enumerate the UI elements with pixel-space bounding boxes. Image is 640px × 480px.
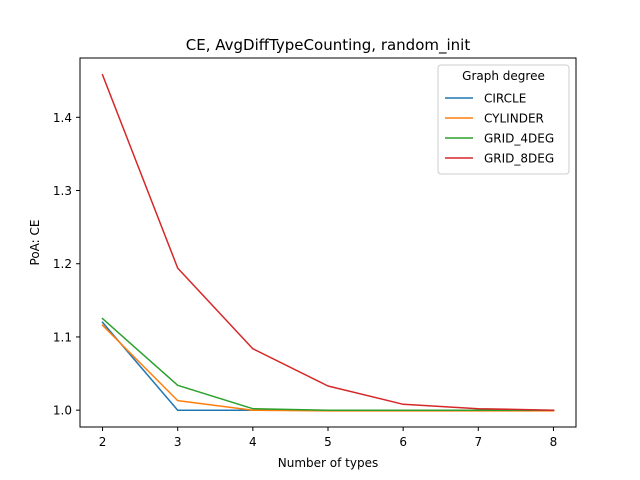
y-axis: 1.0 1.1 1.2 1.3 1.4 xyxy=(53,111,80,418)
y-tick-label: 1.1 xyxy=(53,330,72,344)
y-tick-label: 1.0 xyxy=(53,404,72,418)
x-tick-label: 6 xyxy=(399,435,407,449)
chart-title: CE, AvgDiffTypeCounting, random_init xyxy=(186,36,471,55)
legend-label: CYLINDER xyxy=(484,112,544,126)
x-tick-label: 7 xyxy=(474,435,482,449)
legend-label: GRID_8DEG xyxy=(484,152,554,166)
legend-label: CIRCLE xyxy=(484,92,526,106)
legend: Graph degree CIRCLE CYLINDER GRID_4DEG GRID… xyxy=(437,64,570,175)
legend-box xyxy=(437,64,570,175)
x-tick-label: 3 xyxy=(174,435,182,449)
legend-label: GRID_4DEG xyxy=(484,132,554,146)
x-axis-label: Number of types xyxy=(278,456,378,470)
x-axis: 2 3 4 5 6 7 8 xyxy=(99,427,558,449)
y-tick-label: 1.3 xyxy=(53,184,72,198)
y-axis-label: PoA: CE xyxy=(28,220,42,266)
series-line-grid-8deg xyxy=(101,73,555,411)
plot-area xyxy=(101,73,555,412)
x-tick-label: 8 xyxy=(550,435,558,449)
x-tick-label: 5 xyxy=(324,435,332,449)
legend-title: Graph degree xyxy=(462,69,545,83)
y-tick-label: 1.4 xyxy=(53,111,72,125)
x-tick-label: 4 xyxy=(249,435,257,449)
y-tick-label: 1.2 xyxy=(53,257,72,271)
x-tick-label: 2 xyxy=(99,435,107,449)
series-line-grid-4deg xyxy=(101,317,555,411)
